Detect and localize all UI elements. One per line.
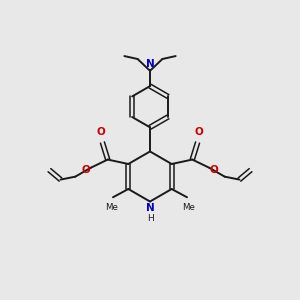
- Text: O: O: [195, 127, 203, 136]
- Text: N: N: [146, 203, 154, 213]
- Text: H: H: [147, 214, 153, 223]
- Text: O: O: [82, 165, 91, 175]
- Text: O: O: [209, 165, 218, 175]
- Text: N: N: [146, 59, 154, 69]
- Text: O: O: [97, 127, 105, 136]
- Text: Me: Me: [182, 202, 195, 211]
- Text: Me: Me: [105, 202, 118, 211]
